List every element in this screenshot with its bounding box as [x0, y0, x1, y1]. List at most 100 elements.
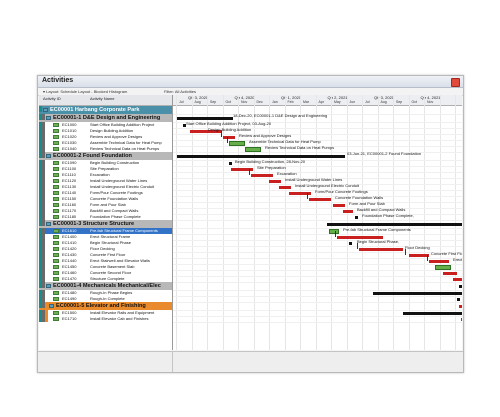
table-row[interactable]: EC1030 Assemble Technical Data for Heat P… — [39, 140, 172, 146]
window-titlebar[interactable]: Activities — [38, 76, 463, 88]
table-row[interactable]: EC1170 Backfill and Compact Walls — [39, 208, 172, 214]
wbs-row[interactable]: EC00001-3 Structure Structure — [39, 220, 172, 228]
gantt-bar[interactable] — [409, 253, 429, 257]
table-row[interactable]: EC1440 Erect Stairwell and Elevator Walls — [39, 258, 172, 264]
table-row[interactable]: EC1450 Concrete Basement Slab — [39, 264, 172, 270]
table-row[interactable]: EC1610 Pre-fab Structural Frame Component… — [39, 228, 172, 234]
wbs-level-strip — [42, 146, 45, 152]
wbs-row[interactable]: EC00001 Harbang Corporate Park — [39, 106, 172, 114]
gantt-bar[interactable] — [177, 154, 345, 158]
wbs-level-strip — [39, 228, 42, 234]
month-label: Nov — [427, 100, 434, 104]
gantt-bar[interactable] — [229, 140, 245, 146]
gantt-bar[interactable] — [329, 228, 339, 234]
gantt-bar[interactable] — [333, 203, 345, 207]
gantt-bar[interactable] — [231, 167, 253, 171]
wbs-icon — [43, 108, 48, 112]
table-row[interactable]: EC1480 Rough-In Phase Begins — [39, 290, 172, 296]
month-label: Sep — [396, 100, 403, 104]
table-row[interactable]: EC1420 Floor Decking — [39, 246, 172, 252]
row-gridline — [173, 114, 462, 115]
quarter-label: Qtr 4, 2021 — [420, 95, 441, 100]
table-row[interactable]: EC1710 Install Elevator Cab and Finishes — [39, 316, 172, 322]
gantt-bar[interactable] — [190, 129, 222, 133]
gantt-bar[interactable] — [359, 247, 403, 251]
gantt-bar[interactable] — [443, 271, 457, 275]
gantt-bar[interactable] — [289, 191, 311, 195]
wbs-level-strip — [42, 178, 45, 184]
gantt-bar[interactable] — [403, 311, 462, 315]
activity-id: EC1110 — [62, 172, 76, 177]
table-row[interactable]: EC1090 Begin Building Construction — [39, 160, 172, 166]
activity-icon — [53, 265, 59, 269]
column-header-activity-id[interactable]: Activity ID — [43, 96, 61, 101]
table-row[interactable]: EC1160 Form and Pour Slab — [39, 202, 172, 208]
table-row[interactable]: EC1400 Erect Structural Frame — [39, 234, 172, 240]
row-gridline — [173, 240, 462, 241]
gantt-bar[interactable] — [269, 179, 281, 183]
activity-id: EC1010 — [62, 128, 77, 133]
gantt-bar[interactable] — [309, 197, 331, 201]
gantt-bar[interactable] — [435, 264, 451, 270]
table-row[interactable]: EC1180 Foundation Phase Complete — [39, 214, 172, 220]
table-row[interactable]: EC1010 Design Building Addition — [39, 128, 172, 134]
gantt-bar[interactable] — [373, 291, 462, 295]
gantt-bar[interactable] — [223, 135, 235, 139]
wbs-row[interactable]: EC00001-4 Mechanicals Mechanical/Elec — [39, 282, 172, 290]
gantt-bar-label: Assemble Technical Data for Heat Pump — [249, 139, 321, 144]
table-row[interactable]: EC1040 Review Technical Data on Heat Pump… — [39, 146, 172, 152]
table-row[interactable]: EC1140 Form/Pour Concrete Footings — [39, 190, 172, 196]
wbs-row[interactable]: EC00001-2 Found Foundation — [39, 152, 172, 160]
gantt-bar[interactable] — [337, 235, 383, 239]
wbs-level-strip — [42, 252, 45, 258]
table-row[interactable]: EC1490 Rough-In Complete — [39, 296, 172, 302]
bottom-splitter[interactable] — [172, 352, 173, 372]
wbs-level-strip — [42, 166, 45, 172]
gantt-bar[interactable] — [229, 161, 232, 165]
table-row[interactable]: EC1150 Concrete Foundation Walls — [39, 196, 172, 202]
close-icon[interactable] — [451, 78, 460, 87]
table-row[interactable]: EC1470 Structure Complete — [39, 276, 172, 282]
table-row[interactable]: EC1100 Site Preparation — [39, 166, 172, 172]
gantt-bar[interactable] — [355, 215, 358, 219]
activity-id: EC1400 — [62, 234, 77, 239]
table-row[interactable]: EC1410 Begin Structural Phase — [39, 240, 172, 246]
gantt-bar[interactable] — [457, 297, 460, 301]
activity-id: EC1100 — [62, 166, 77, 171]
filter-label[interactable]: Filter: All Activities — [164, 89, 197, 94]
activity-name: Review and Approve Designs — [90, 134, 143, 139]
wbs-level-strip — [42, 128, 45, 134]
table-row[interactable]: EC1460 Concrete Second Floor — [39, 270, 172, 276]
activity-icon — [53, 317, 59, 321]
month-label: Oct — [411, 100, 417, 104]
gantt-bar[interactable] — [251, 173, 273, 177]
gantt-bar[interactable] — [349, 241, 352, 245]
gantt-bar[interactable] — [459, 284, 462, 288]
table-row[interactable]: EC1500 Install Elevator Rails and Equipme… — [39, 310, 172, 316]
table-row[interactable]: EC1000 Start Office Building Addition Pro… — [39, 122, 172, 128]
table-row[interactable]: EC1130 Install Underground Electric Condu… — [39, 184, 172, 190]
wbs-level-strip — [39, 234, 42, 240]
column-header-activity-name[interactable]: Activity Name — [90, 96, 115, 101]
wbs-icon — [49, 304, 54, 308]
gantt-bar[interactable] — [279, 185, 291, 189]
table-row[interactable]: EC1020 Review and Approve Designs — [39, 134, 172, 140]
table-row[interactable]: EC1110 Excavation — [39, 172, 172, 178]
table-row[interactable]: EC1120 Install Underground Water Lines — [39, 178, 172, 184]
wbs-row[interactable]: EC00001-1 D&E Design and Engineering — [39, 114, 172, 122]
activity-icon — [53, 135, 59, 139]
gantt-bar[interactable] — [177, 116, 233, 120]
gantt-bar[interactable] — [327, 222, 462, 226]
gantt-bar[interactable] — [429, 259, 449, 263]
row-gridline — [173, 322, 462, 323]
layout-selector[interactable]: ▾ Layout: Schedule Layout - Blocked Hist… — [43, 89, 128, 94]
wbs-level-strip — [39, 302, 42, 308]
gantt-bar[interactable] — [453, 277, 462, 281]
wbs-row[interactable]: EC00001-5 Elevator and Finishing — [39, 302, 172, 310]
gantt-bar[interactable] — [459, 304, 462, 308]
table-row[interactable]: EC1430 Concrete First Floor — [39, 252, 172, 258]
gantt-bar[interactable] — [461, 317, 462, 321]
gantt-bar[interactable] — [343, 209, 353, 213]
gantt-bar[interactable] — [245, 146, 261, 152]
gantt-bar[interactable] — [183, 123, 186, 127]
